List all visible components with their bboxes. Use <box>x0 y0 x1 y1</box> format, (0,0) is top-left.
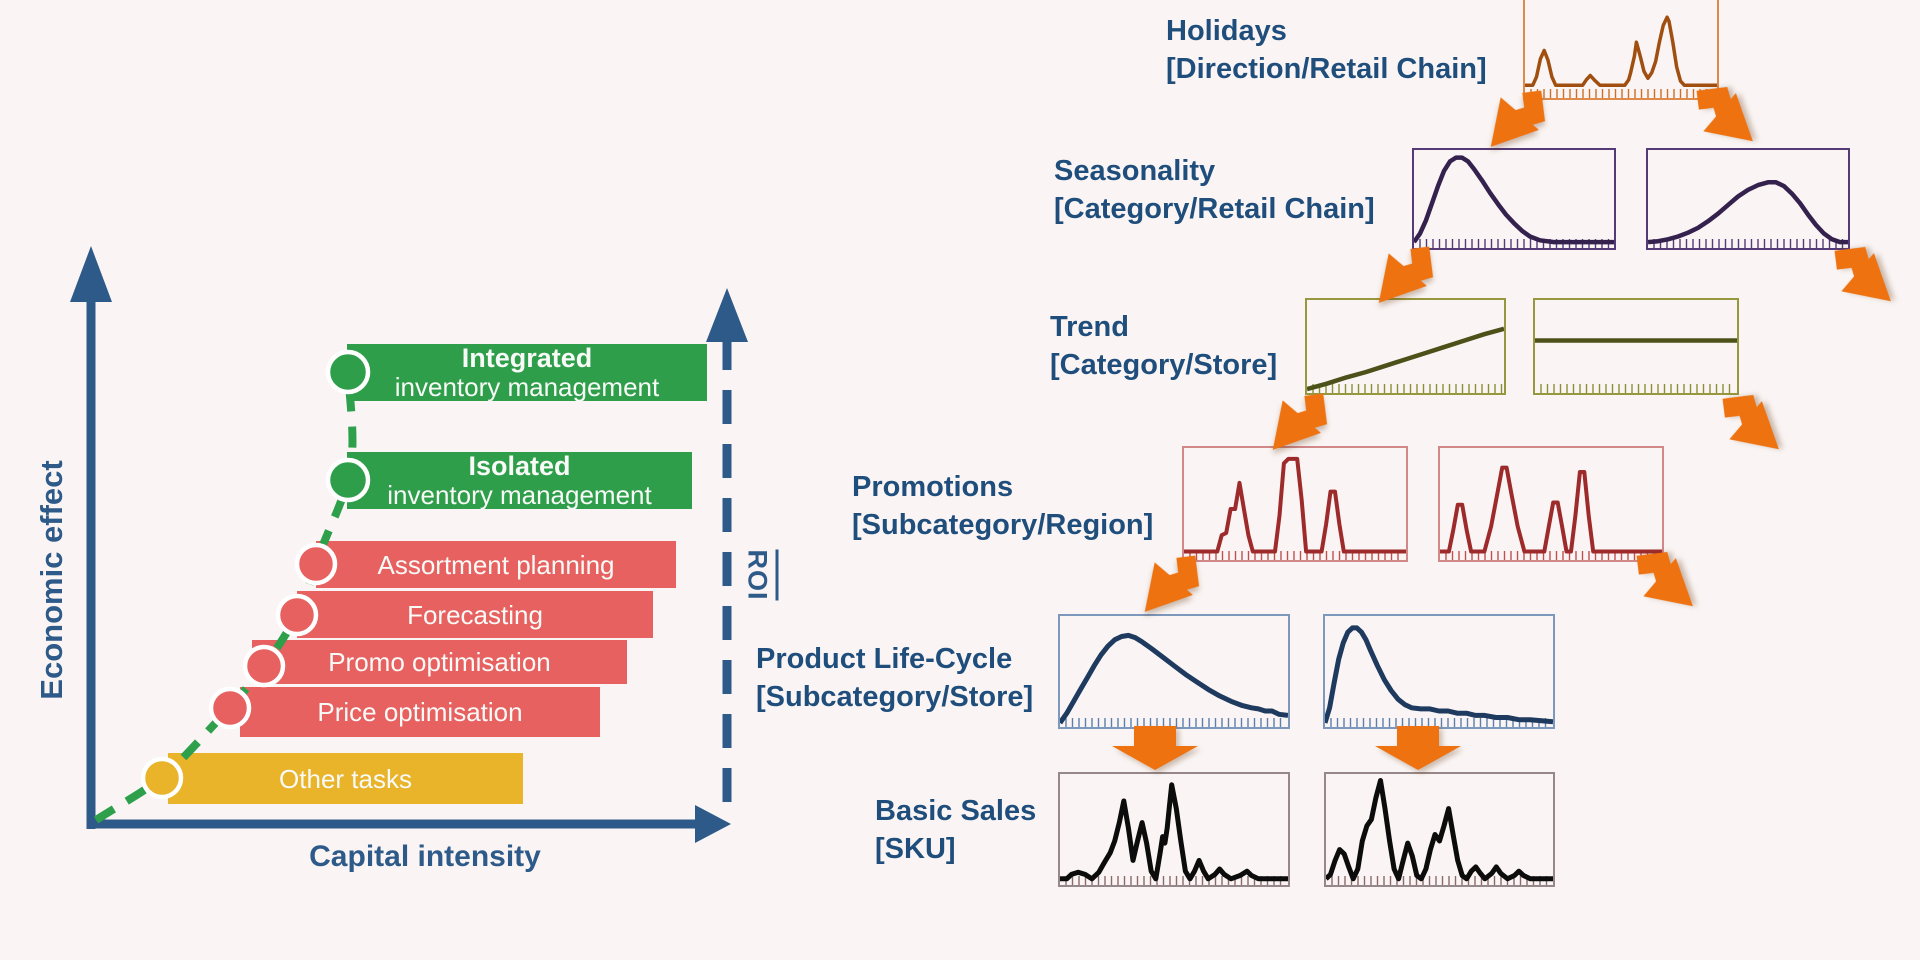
sparkline-seasonality-right <box>1646 148 1850 250</box>
bar-forecasting: Forecasting <box>297 591 653 638</box>
sparkline-promotions-right <box>1438 446 1664 562</box>
hierarchy-label-basic-sales: Basic Sales [SKU] <box>875 792 1036 868</box>
sparkline-life-cycle-left <box>1058 614 1290 729</box>
bar-title: Other tasks <box>279 763 412 794</box>
hierarchy-label-promotions: Promotions [Subcategory/Region] <box>852 468 1153 544</box>
sparkline-holidays <box>1523 0 1719 100</box>
sparkline-basic-sales-left <box>1058 772 1290 887</box>
row-title: Promotions <box>852 471 1014 503</box>
sparkline-life-cycle-right <box>1323 614 1555 729</box>
bar-title: Promo optimisation <box>328 647 551 677</box>
bar-title: Price optimisation <box>317 697 523 727</box>
row-scope: [Subcategory/Region] <box>852 509 1154 541</box>
bar-other-tasks: Other tasks <box>168 753 523 804</box>
bar-subtitle: inventory management <box>387 480 652 510</box>
row-title: Seasonality <box>1054 155 1216 187</box>
row-scope: [Subcategory/Store] <box>756 681 1034 713</box>
bar-title: Assortment planning <box>377 549 615 580</box>
sparkline-promotions-left <box>1182 446 1408 562</box>
flow-arrow-down-icon <box>1375 726 1461 770</box>
row-scope: [Category/Store] <box>1050 349 1278 381</box>
x-axis-label: Capital intensity <box>309 840 541 873</box>
sparkline-trend-left <box>1305 298 1506 395</box>
flow-arrow-down-right-icon <box>1823 238 1906 321</box>
hierarchy-label-seasonality: Seasonality [Category/Retail Chain] <box>1054 152 1375 228</box>
y-axis-label: Economic effect <box>34 460 69 700</box>
bar-price-optimisation: Price optimisation <box>240 687 600 737</box>
flow-arrow-down-icon <box>1112 726 1198 770</box>
row-title: Trend <box>1050 311 1129 343</box>
bar-title: Integrated <box>461 343 593 373</box>
bar-promo-optimisation: Promo optimisation <box>252 640 627 684</box>
row-scope: [Direction/Retail Chain] <box>1166 53 1487 85</box>
bar-isolated-inventory: Isolated inventory management <box>347 452 692 509</box>
roi-arrowhead-icon <box>706 288 748 342</box>
hierarchy-label-holidays: Holidays [Direction/Retail Chain] <box>1166 12 1487 88</box>
sparkline-seasonality-left <box>1412 148 1616 250</box>
sparkline-trend-right <box>1533 298 1739 395</box>
x-axis-arrowhead-icon <box>695 805 731 843</box>
bar-integrated-inventory: Integrated inventory management <box>347 344 707 401</box>
sparkline-basic-sales-right <box>1324 772 1555 887</box>
hierarchy-label-trend: Trend [Category/Store] <box>1050 308 1277 384</box>
row-title: Holidays <box>1166 15 1287 47</box>
row-title: Product Life-Cycle <box>756 643 1013 675</box>
growth-curve <box>93 339 357 824</box>
row-scope: [SKU] <box>875 833 956 865</box>
row-scope: [Category/Retail Chain] <box>1054 193 1375 225</box>
bar-title: Forecasting <box>407 599 543 630</box>
row-title: Basic Sales <box>875 795 1037 827</box>
hierarchy-label-product-life-cycle: Product Life-Cycle [Subcategory/Store] <box>756 640 1033 716</box>
bar-title: Isolated <box>468 451 571 481</box>
bar-subtitle: inventory management <box>394 372 660 402</box>
roi-axis-label: ROI <box>741 549 779 601</box>
y-axis-arrowhead-icon <box>70 246 112 302</box>
flow-arrow-down-right-icon <box>1711 386 1794 469</box>
bar-assortment-planning: Assortment planning <box>316 541 676 588</box>
